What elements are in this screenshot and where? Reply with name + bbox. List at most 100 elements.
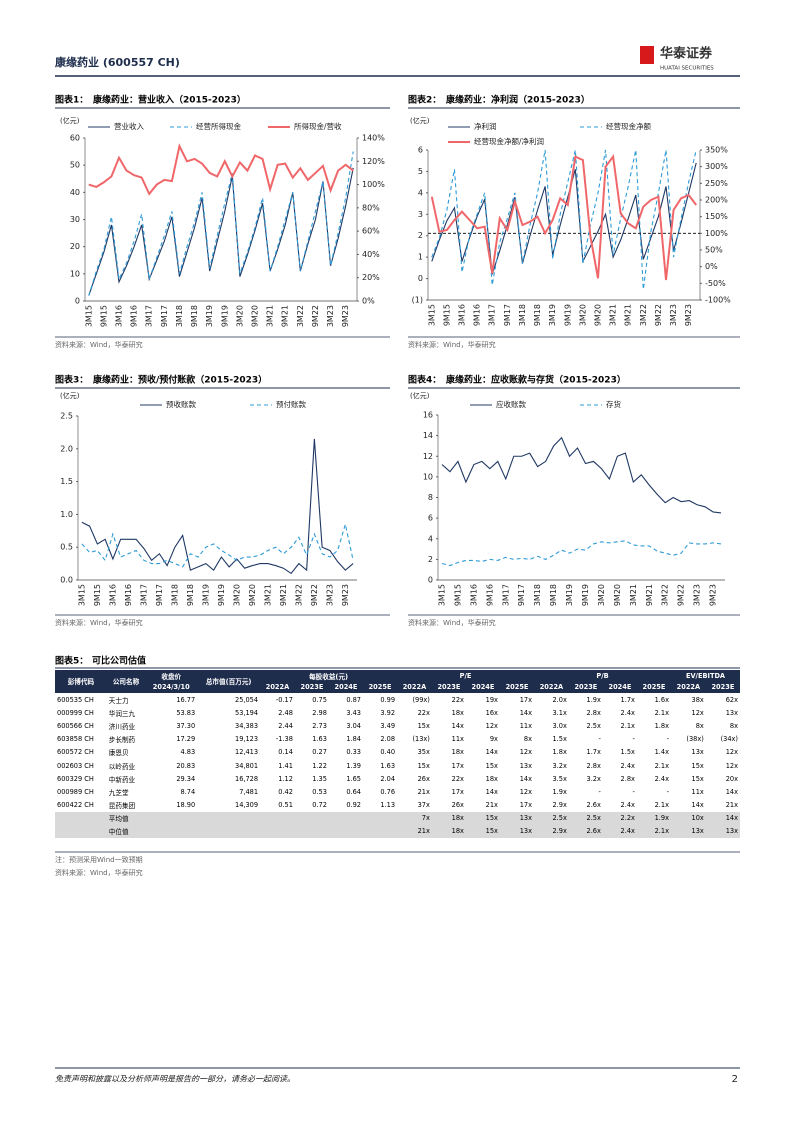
x-tick-label: 3M21 xyxy=(609,304,618,326)
y-tick-label: 0 xyxy=(75,297,80,306)
y2-tick-label: -50% xyxy=(705,279,726,288)
table-cell: 3.04 xyxy=(346,721,361,730)
y-tick-label: 0 xyxy=(428,576,433,585)
table-cell: 34,801 xyxy=(235,761,259,770)
legend-label: 所得现金/营收 xyxy=(294,121,342,131)
table-cell: 13x xyxy=(725,708,738,717)
table-cell: 21x xyxy=(485,801,498,810)
table-cell: 1.9x xyxy=(568,692,603,707)
y2-tick-label: 200% xyxy=(705,196,728,205)
legend-label: 应收账款 xyxy=(496,399,526,409)
report-company: 康缘药业 (600557 CH) xyxy=(55,55,180,69)
y2-tick-label: 250% xyxy=(705,179,728,188)
table-cell: 2.4x xyxy=(620,761,635,770)
y-tick-label: 0.0 xyxy=(60,576,73,585)
header-cell: 2024E xyxy=(602,682,637,693)
table-cell: 0.92 xyxy=(346,801,361,810)
table-cell: 0.42 xyxy=(278,787,293,796)
y-tick-label: 16 xyxy=(423,411,433,420)
y-tick-label: 12 xyxy=(423,452,433,461)
x-tick-label: 9M17 xyxy=(517,584,526,606)
table-title: 可比公司估值 xyxy=(92,655,146,667)
table-cell: 2.6x xyxy=(586,801,601,810)
summary-blank xyxy=(55,824,107,839)
header-row: 2024/3/10 2022A 2023E 2024E 2025E 2022A 2023E 2… xyxy=(55,682,740,693)
y-axis-unit: (亿元) xyxy=(410,116,430,125)
summary-cell: 2.1x xyxy=(636,824,671,839)
series-line xyxy=(430,154,698,281)
y-tick-label: (1) xyxy=(412,296,423,305)
table-cell: 600535 CH xyxy=(55,692,107,707)
figure-label: 图表4： xyxy=(408,374,441,386)
table-body: 600535 CH 天士力 16.77 25,054 -0.17 0.75 0.87 0.99… xyxy=(55,692,740,839)
table-cell: 15x xyxy=(691,761,704,770)
table-cell: 2.1x xyxy=(620,721,635,730)
x-tick-label: 3M20 xyxy=(578,304,587,326)
table-cell: (13x) xyxy=(412,735,430,744)
table-cell: 1.63 xyxy=(380,761,396,770)
table-cell: 0.64 xyxy=(346,787,361,796)
table-cell: (38x) xyxy=(686,735,704,744)
summary-cell: 18x xyxy=(431,811,466,825)
x-tick-label: 9M18 xyxy=(190,305,199,327)
x-tick-label: 3M20 xyxy=(232,584,241,606)
legend-label: 预收账款 xyxy=(166,399,196,409)
y2-tick-label: 60% xyxy=(362,227,380,236)
y-tick-label: 4 xyxy=(418,188,423,197)
y-tick-label: 10 xyxy=(70,269,80,278)
figure-label: 图表2： xyxy=(408,94,441,106)
table-cell: 19x xyxy=(465,692,500,707)
summary-cell: 10x xyxy=(670,811,706,825)
table-cell: 0.33 xyxy=(346,748,361,757)
table-cell: 600566 CH xyxy=(57,721,94,730)
table-cell: 1.5x xyxy=(552,735,567,744)
x-tick-label: 3M23 xyxy=(326,305,335,327)
x-tick-label: 9M20 xyxy=(248,584,257,606)
table-cell: 1.39 xyxy=(346,761,361,770)
table-cell: 2.1x xyxy=(654,761,669,770)
series-line xyxy=(88,143,354,196)
y-tick-label: 8 xyxy=(428,493,433,502)
table-row: 600329 CH 中新药业 29.34 16,728 1.12 1.35 1.65 2.04… xyxy=(55,772,740,785)
table-cell: 38x xyxy=(670,692,706,707)
table-cell: 2.08 xyxy=(380,735,396,744)
x-tick-label: 3M15 xyxy=(427,304,436,326)
x-tick-label: 9M21 xyxy=(645,584,654,606)
x-tick-label: 3M20 xyxy=(597,584,606,606)
table-cell: 济川药业 xyxy=(108,722,136,731)
table-cell: (99x) xyxy=(397,692,432,707)
table-cell: 20.83 xyxy=(176,761,196,770)
x-tick-label: 9M20 xyxy=(251,305,260,327)
table-cell: 25,054 xyxy=(197,692,261,707)
summary-cell: 2.5x xyxy=(568,811,603,825)
x-tick-label: 3M16 xyxy=(469,584,478,606)
y2-tick-label: 350% xyxy=(705,146,728,155)
y-tick-label: 0.5 xyxy=(60,543,73,552)
table-cell: 2.4x xyxy=(620,708,635,717)
summary-blank xyxy=(55,811,107,825)
y-axis-unit: (亿元) xyxy=(410,391,430,400)
table-cell: - xyxy=(666,735,669,744)
x-tick-label: 9M22 xyxy=(310,584,319,606)
y2-tick-label: 80% xyxy=(362,203,380,212)
x-tick-label: 9M20 xyxy=(613,584,622,606)
x-tick-label: 9M23 xyxy=(709,584,718,606)
y-tick-label: 1.0 xyxy=(60,510,73,519)
table-cell: 603858 CH xyxy=(57,735,94,744)
table-cell: 1.65 xyxy=(346,774,361,783)
x-tick-label: 9M23 xyxy=(341,305,350,327)
y-tick-label: 10 xyxy=(423,472,433,481)
table-cell: 2.1x xyxy=(654,801,669,810)
table-row: 600535 CH 天士力 16.77 25,054 -0.17 0.75 0.87 0.99… xyxy=(55,692,740,707)
table-cell: 600422 CH xyxy=(57,801,94,810)
y2-tick-label: 20% xyxy=(362,273,380,282)
series-line xyxy=(431,162,697,275)
header-cell: P/B xyxy=(534,670,671,682)
table-row: 000999 CH 华润三九 53.83 53,194 2.48 2.98 3.43 3.92… xyxy=(55,706,740,719)
table-cell: 16,728 xyxy=(235,774,259,783)
table-cell: 002603 CH xyxy=(57,761,94,770)
x-tick-label: 3M16 xyxy=(108,584,117,606)
table-cell: 2.8x xyxy=(586,708,601,717)
summary-row: 平均值 7x 18x 15x 13x 2.5x 2.5x 2.2x 1.9x 10x 14x xyxy=(55,811,740,825)
x-tick-label: 3M18 xyxy=(175,305,184,327)
